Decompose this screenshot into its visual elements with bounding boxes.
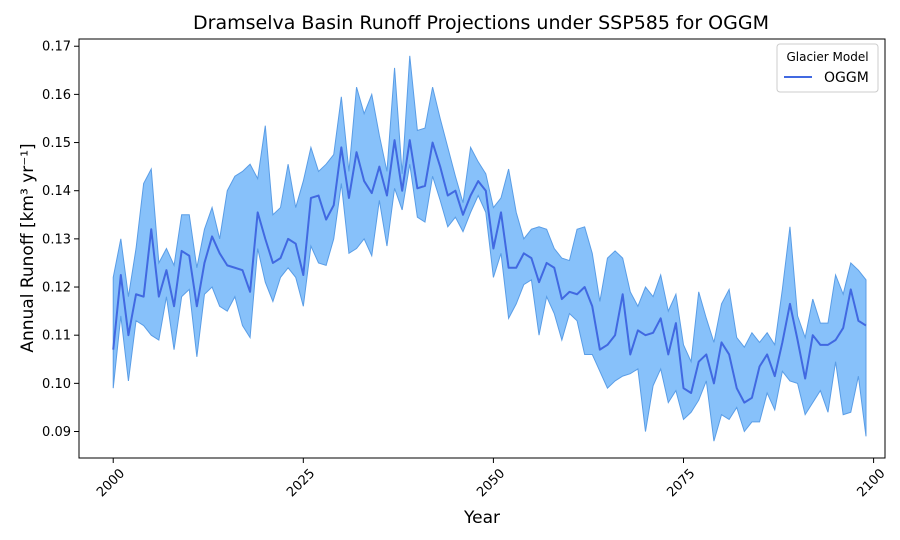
y-axis-label: Annual Runoff [km³ yr⁻¹] (18, 143, 38, 352)
legend-title: Glacier Model (786, 50, 868, 64)
y-tick-label: 0.14 (42, 184, 71, 199)
series-band-oggm (112, 55, 867, 442)
y-tick-label: 0.15 (42, 136, 71, 151)
axes-frame (78, 38, 886, 459)
y-tick-label: 0.09 (42, 425, 71, 440)
x-tick-label: 2050 (474, 466, 508, 500)
plot-area (112, 55, 867, 442)
y-tick-label: 0.10 (42, 377, 71, 392)
y-tick-label: 0.17 (42, 40, 71, 55)
y-tick-label: 0.11 (42, 329, 71, 344)
x-tick-label: 2100 (854, 466, 888, 500)
y-tick-label: 0.12 (42, 281, 71, 296)
x-tick-label: 2000 (94, 466, 128, 500)
chart-title: Dramselva Basin Runoff Projections under… (193, 12, 769, 34)
y-axis: 0.09 0.10 0.11 0.12 0.13 0.14 0.15 0.16 0.17 (42, 40, 79, 440)
x-axis: 2000 2025 2050 2075 2100 (94, 458, 888, 500)
y-tick-label: 0.13 (42, 232, 71, 247)
series-line-oggm (112, 139, 867, 404)
legend-box (776, 43, 879, 93)
x-axis-label: Year (463, 508, 500, 528)
legend: Glacier Model OGGM (776, 43, 879, 93)
legend-entry-oggm: OGGM (824, 70, 869, 86)
y-tick-label: 0.16 (42, 88, 71, 103)
x-tick-label: 2025 (284, 466, 318, 500)
x-tick-label: 2075 (664, 466, 698, 500)
